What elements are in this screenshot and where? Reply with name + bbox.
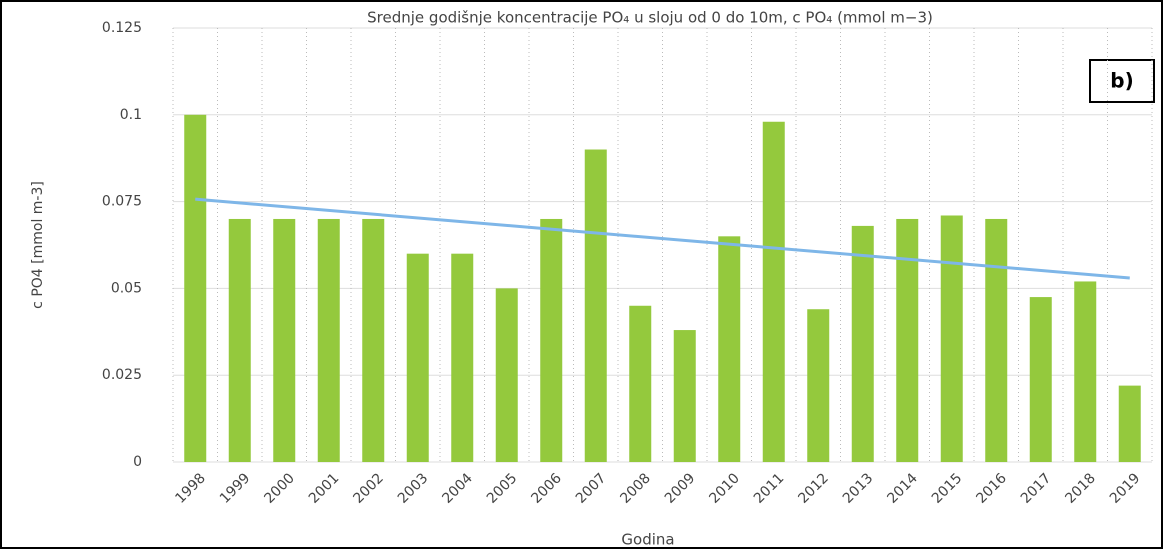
y-tick-label: 0.125 (102, 20, 142, 36)
bar (273, 218, 296, 462)
x-tick-label: 2011 (751, 470, 788, 507)
bar (362, 218, 385, 462)
trend-line (195, 197, 1130, 280)
y-tick-label: 0.025 (102, 367, 142, 383)
bar (495, 288, 518, 462)
bar (985, 218, 1008, 462)
bar (451, 253, 474, 462)
x-tick-label: 2016 (973, 470, 1010, 507)
x-tick-label: 2001 (306, 470, 343, 507)
x-tick-label: 2015 (929, 470, 966, 507)
x-tick-label: 2017 (1018, 470, 1055, 507)
y-tick-label: 0.1 (120, 107, 142, 123)
x-tick-label: 2013 (840, 470, 877, 507)
bar (228, 218, 251, 462)
bar (851, 225, 874, 462)
x-tick-label: 2000 (261, 470, 298, 507)
bar (896, 218, 919, 462)
x-tick-label: 2007 (573, 470, 610, 507)
x-tick-label: 1999 (217, 470, 254, 507)
bar (807, 309, 830, 462)
y-tick-label: 0.075 (102, 194, 142, 210)
bar (540, 218, 563, 462)
bar (1029, 297, 1052, 462)
x-tick-label: 2012 (795, 470, 832, 507)
panel-label: b) (1110, 69, 1133, 93)
chart-title: Srednje godišnje koncentracije PO₄ u slo… (367, 9, 933, 27)
panel-label-box (1089, 59, 1155, 103)
y-axis-title: c PO4 [mmol m-3] (30, 181, 46, 309)
x-tick-label: 2019 (1107, 470, 1144, 507)
bar (940, 215, 963, 462)
x-tick-label: 2009 (662, 470, 699, 507)
x-axis-title: Godina (621, 531, 674, 549)
x-tick-label: 2003 (395, 470, 432, 507)
x-tick-label: 2005 (484, 470, 521, 507)
bar (584, 149, 607, 462)
y-tick-label: 0.05 (111, 280, 142, 296)
x-tick-label: 2010 (706, 470, 743, 507)
x-tick-label: 2014 (884, 470, 921, 507)
x-tick-label: 1998 (172, 470, 209, 507)
x-tick-label: 2006 (528, 470, 565, 507)
x-tick-label: 2018 (1062, 470, 1099, 507)
bar (406, 253, 429, 462)
x-tick-label: 2002 (350, 470, 387, 507)
bar (673, 330, 696, 462)
bar (1118, 385, 1141, 462)
bar (762, 121, 785, 462)
y-tick-label: 0 (133, 454, 142, 470)
bar (718, 236, 741, 462)
x-tick-label: 2008 (617, 470, 654, 507)
bar (629, 305, 652, 462)
bar (317, 218, 340, 462)
x-tick-label: 2004 (439, 470, 476, 507)
bar (184, 114, 207, 463)
bar (1074, 281, 1097, 462)
